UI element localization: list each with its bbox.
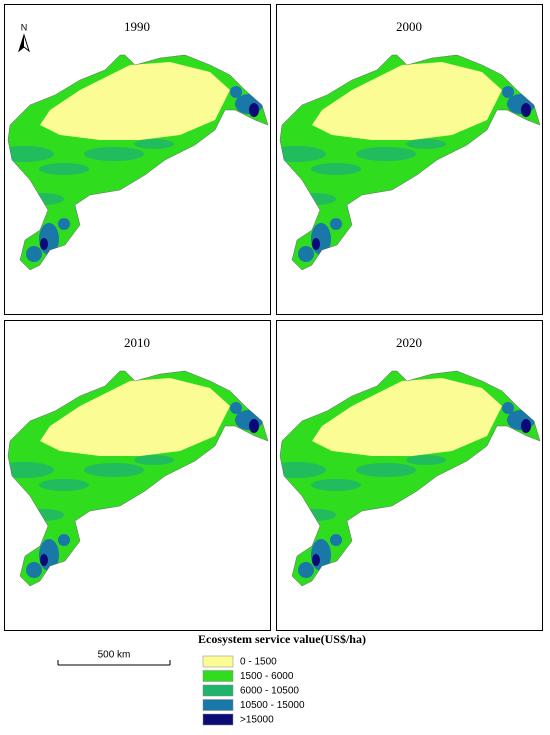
top-patch — [40, 554, 48, 566]
high-patch — [330, 534, 342, 546]
legend-label: >15000 — [240, 715, 274, 726]
legend-swatch — [202, 713, 234, 726]
legend-label: 0 - 1500 — [240, 657, 277, 668]
mid-patch — [311, 479, 361, 491]
high-patch — [230, 402, 242, 414]
high-patch — [26, 246, 42, 262]
region-outline — [7, 370, 269, 587]
legend-label: 10500 - 15000 — [240, 700, 305, 711]
legend-swatch — [202, 684, 234, 697]
legend-swatch — [202, 655, 234, 668]
low-value-area — [312, 62, 502, 140]
region-outline — [7, 54, 269, 271]
region — [8, 371, 268, 586]
high-patch — [230, 86, 242, 98]
map-panel: 2020 — [276, 320, 543, 631]
top-patch — [312, 238, 320, 250]
mid-patch — [311, 163, 361, 175]
high-patch — [58, 534, 70, 546]
region-outline — [279, 370, 541, 587]
mid-patch — [84, 147, 144, 161]
panel-year: 2020 — [396, 335, 422, 350]
panel-year: 2000 — [396, 19, 422, 34]
map-panel: 1990 N — [4, 4, 271, 315]
low-value-area — [312, 378, 502, 456]
high-patch — [502, 86, 514, 98]
panel-year: 1990 — [124, 19, 150, 34]
mid-patch — [356, 463, 416, 477]
low-value-area — [40, 62, 230, 140]
high-patch — [330, 218, 342, 230]
mid-patch — [356, 147, 416, 161]
high-patch — [502, 402, 514, 414]
panel-year: 2010 — [124, 335, 150, 350]
top-patch — [521, 103, 531, 117]
mid-patch — [280, 146, 326, 162]
mid-patch — [84, 463, 144, 477]
north-arrow-half — [19, 35, 24, 51]
legend-title: Ecosystem service value(US$/ha) — [198, 632, 366, 646]
mid-patch — [406, 139, 446, 149]
north-label: N — [21, 22, 28, 32]
legend-label: 6000 - 10500 — [240, 686, 299, 697]
legend-swatch — [202, 670, 234, 682]
mid-patch — [39, 479, 89, 491]
map-panel: 2010 — [4, 320, 271, 631]
high-patch — [26, 562, 42, 578]
legend-swatch — [202, 699, 234, 711]
map-panel: 2000 — [276, 4, 543, 315]
region — [280, 371, 540, 586]
high-patch — [298, 562, 314, 578]
high-patch — [58, 218, 70, 230]
top-patch — [521, 419, 531, 433]
legend-label: 1500 - 6000 — [240, 671, 294, 682]
mid-patch — [134, 455, 174, 465]
top-patch — [312, 554, 320, 566]
mid-patch — [406, 455, 446, 465]
high-patch — [298, 246, 314, 262]
region-outline — [279, 54, 541, 271]
mid-patch — [280, 462, 326, 478]
scale-label: 500 km — [98, 650, 131, 661]
mid-patch — [134, 139, 174, 149]
top-patch — [40, 238, 48, 250]
low-value-area — [40, 378, 230, 456]
top-patch — [249, 103, 259, 117]
mid-patch — [39, 163, 89, 175]
top-patch — [249, 419, 259, 433]
